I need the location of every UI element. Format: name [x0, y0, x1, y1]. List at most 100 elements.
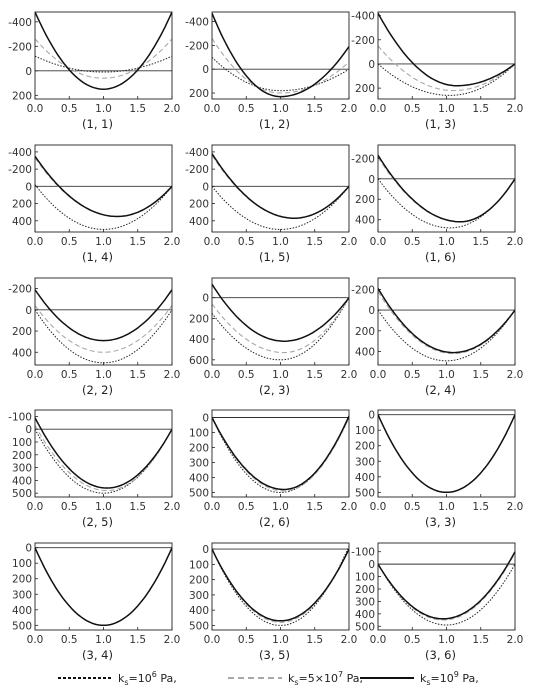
x-tick-label: 2.0 — [507, 634, 524, 646]
series-group — [212, 153, 349, 230]
series-line-gray-dashed — [212, 37, 349, 94]
y-tick-label: 400 — [189, 216, 209, 228]
y-tick-label: 0 — [368, 410, 375, 422]
panel-title: (3, 5) — [259, 648, 290, 662]
series-line-dense-dashed — [212, 297, 349, 361]
y-tick-label: 200 — [355, 584, 375, 596]
y-tick-label: -200 — [8, 164, 32, 176]
y-tick-label: 0 — [202, 64, 209, 76]
series-line-gray-dashed — [378, 45, 515, 92]
y-tick-label: 0 — [202, 413, 209, 425]
x-tick-label: 1.0 — [438, 501, 455, 513]
series-line-solid — [35, 547, 172, 627]
x-tick-label: 0.5 — [61, 634, 78, 646]
series-line-gray-dashed — [212, 417, 349, 492]
y-tick-label: 0 — [202, 293, 209, 305]
y-tick-label: 0 — [25, 543, 32, 555]
x-tick-label: 1.5 — [472, 634, 489, 646]
series-line-solid — [378, 154, 515, 223]
x-tick-label: 1.5 — [472, 103, 489, 115]
x-tick-label: 2.0 — [164, 103, 181, 115]
x-tick-label: 1.0 — [95, 236, 112, 248]
x-tick-label: 1.0 — [95, 103, 112, 115]
series-line-solid — [35, 12, 172, 90]
y-tick-label: 200 — [355, 326, 375, 338]
series-group — [212, 12, 349, 98]
series-group — [35, 289, 172, 364]
panel-title: (1, 2) — [259, 117, 290, 131]
y-tick-label: 500 — [189, 488, 209, 500]
y-tick-label: 400 — [355, 215, 375, 227]
chart-panel: 0 100 200 300 400 500 0.0 0.5 1.0 1.5 2.0 (3, 4) — [12, 542, 181, 662]
x-tick-label: 1.0 — [438, 634, 455, 646]
series-group — [378, 154, 515, 229]
y-tick-label: 0 — [368, 305, 375, 317]
y-tick-label: -400 — [351, 11, 375, 23]
y-tick-label: 200 — [12, 450, 32, 462]
y-tick-label: 600 — [189, 355, 209, 367]
y-tick-label: 0 — [368, 59, 375, 71]
x-tick-label: 2.0 — [341, 634, 358, 646]
x-tick-label: 1.5 — [306, 369, 323, 381]
panel-title: (1, 1) — [82, 117, 113, 131]
y-tick-label: 200 — [12, 199, 32, 211]
x-tick-label: 1.5 — [129, 103, 146, 115]
chart-panel: -400 -200 0 200 400 0.0 0.5 1.0 1.5 2.0 (1, 5) — [185, 144, 357, 264]
series-line-solid — [35, 155, 172, 218]
x-tick-label: 0.5 — [238, 501, 255, 513]
panel-title: (1, 6) — [425, 250, 456, 264]
series-line-gray-dashed — [35, 305, 172, 353]
x-tick-label: 2.0 — [164, 634, 181, 646]
x-tick-label: 0.0 — [204, 369, 221, 381]
x-tick-label: 1.0 — [272, 634, 289, 646]
x-tick-label: 1.5 — [306, 236, 323, 248]
chart-panel: 0 100 200 300 400 500 0.0 0.5 1.0 1.5 2.0 (3, 3) — [355, 409, 523, 529]
plot-frame — [377, 11, 516, 100]
y-tick-label: 200 — [355, 194, 375, 206]
x-tick-label: 2.0 — [507, 369, 524, 381]
x-tick-label: 0.5 — [238, 634, 255, 646]
x-tick-label: 1.0 — [272, 103, 289, 115]
x-tick-label: 1.0 — [438, 103, 455, 115]
x-tick-label: 1.5 — [472, 236, 489, 248]
series-line-dense-dashed — [35, 184, 172, 230]
series-line-solid — [35, 417, 172, 489]
series-group — [35, 417, 172, 494]
x-tick-label: 0.5 — [238, 103, 255, 115]
series-line-solid — [378, 551, 515, 620]
series-line-solid — [378, 12, 515, 87]
y-tick-label: -400 — [8, 147, 32, 159]
x-tick-label: 2.0 — [507, 103, 524, 115]
legend: ks=106 Pa, ks=5×107 Pa, ks=109 Pa, — [58, 670, 479, 687]
chart-panel: -400 -200 0 200 400 0.0 0.5 1.0 1.5 2.0 (1, 4) — [8, 144, 180, 264]
series-group — [378, 288, 515, 362]
y-tick-label: -400 — [185, 17, 209, 29]
panel-title: (3, 4) — [82, 648, 113, 662]
y-tick-label: 500 — [355, 487, 375, 499]
chart-panel: 0 100 200 300 400 500 0.0 0.5 1.0 1.5 2.0 (3, 5) — [189, 542, 358, 662]
y-tick-label: 100 — [355, 425, 375, 437]
y-tick-label: 300 — [12, 589, 32, 601]
y-tick-label: 0 — [368, 174, 375, 186]
series-group — [35, 12, 172, 90]
series-line-dense-dashed — [378, 309, 515, 362]
series-line-dense-dashed — [378, 63, 515, 96]
y-tick-label: 400 — [355, 609, 375, 621]
y-tick-label: 100 — [12, 558, 32, 570]
panel-title: (2, 3) — [259, 383, 290, 397]
y-tick-label: 500 — [355, 621, 375, 633]
x-tick-label: 1.5 — [129, 236, 146, 248]
y-tick-label: -200 — [8, 41, 32, 53]
x-tick-label: 0.0 — [27, 103, 44, 115]
x-tick-label: 1.5 — [306, 103, 323, 115]
panel-grid: -400 -200 0 200 0.0 0.5 1.0 1.5 2.0 (1, 1) -400 -20… — [8, 11, 523, 662]
y-tick-label: 300 — [189, 590, 209, 602]
series-line-dense-dashed — [378, 563, 515, 626]
y-tick-label: 0 — [25, 424, 32, 436]
y-tick-label: 500 — [12, 620, 32, 632]
x-tick-label: 1.0 — [95, 501, 112, 513]
y-tick-label: 200 — [189, 199, 209, 211]
